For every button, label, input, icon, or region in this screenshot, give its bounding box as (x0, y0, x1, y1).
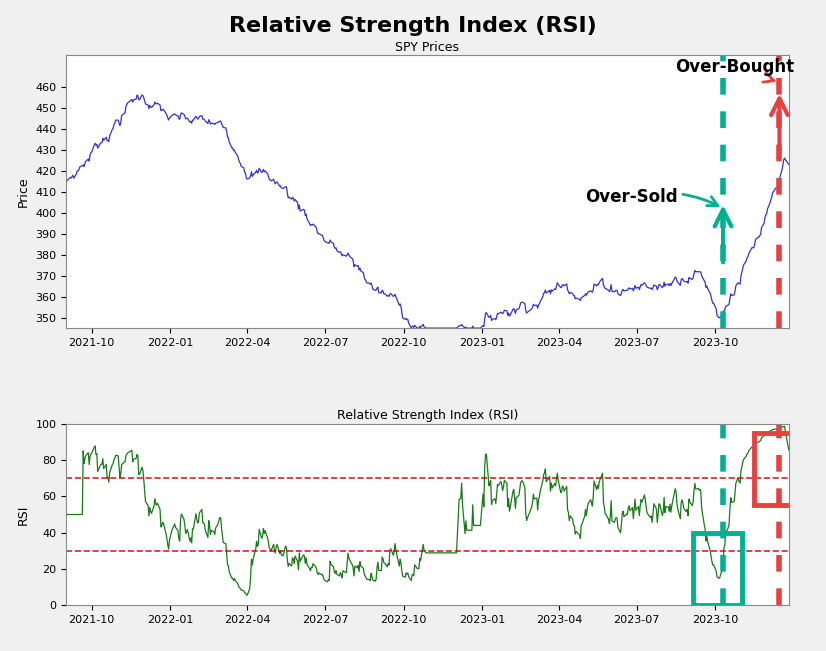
Y-axis label: RSI: RSI (17, 505, 30, 525)
Text: Relative Strength Index (RSI): Relative Strength Index (RSI) (229, 16, 597, 36)
Y-axis label: Price: Price (17, 176, 30, 207)
Title: Relative Strength Index (RSI): Relative Strength Index (RSI) (337, 409, 518, 422)
Text: Over-Bought: Over-Bought (675, 58, 795, 82)
Title: SPY Prices: SPY Prices (396, 41, 459, 54)
Text: Over-Sold: Over-Sold (585, 188, 718, 206)
Bar (754, 433, 802, 505)
Bar (693, 533, 742, 605)
